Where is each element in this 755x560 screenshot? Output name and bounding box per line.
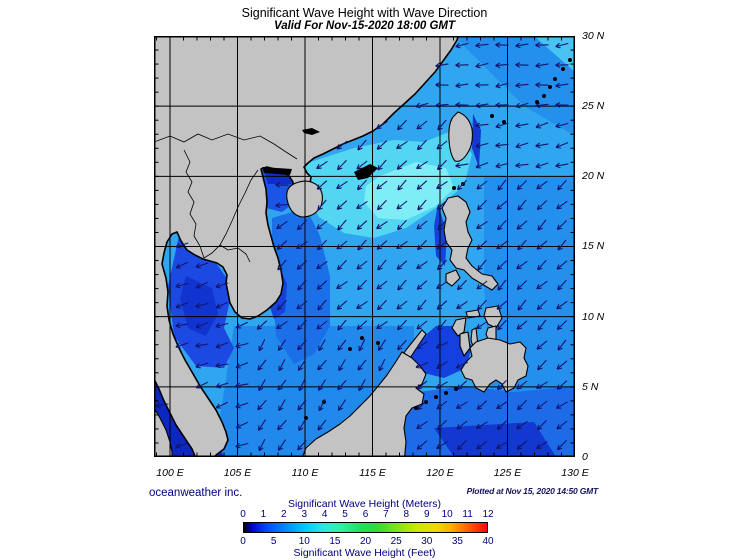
lon-label: 105 E	[223, 467, 252, 479]
chart-valid-time: Valid For Nov-15-2020 18:00 GMT	[273, 20, 456, 32]
colorbar-tick: 30	[421, 536, 433, 547]
map-border	[154, 36, 575, 457]
lon-label: 120 E	[426, 467, 454, 479]
colorbar-gradient	[243, 522, 488, 533]
colorbar-tick: 40	[482, 536, 494, 547]
lat-label: 10 N	[582, 310, 605, 323]
colorbar-tick: 5	[270, 536, 277, 547]
colorbar-tick: 35	[451, 536, 463, 547]
colorbar-tick: 20	[359, 536, 372, 547]
colorbar-tick: 9	[423, 509, 430, 520]
lat-label: 25 N	[582, 100, 605, 113]
colorbar-feet-title: Significant Wave Height (Feet)	[293, 547, 436, 559]
latlon-grid	[154, 36, 575, 457]
lat-label: 0	[582, 450, 588, 463]
colorbar-tick: 8	[403, 509, 410, 520]
colorbar-tick: 5	[342, 509, 348, 520]
colorbar-tick: 25	[390, 536, 402, 547]
plotted-timestamp: Plotted at Nov 15, 2020 14:50 GMT	[466, 486, 599, 496]
credit-text: oceanweather inc.	[149, 487, 243, 499]
colorbar-tick: 12	[482, 509, 494, 520]
colorbar-tick: 10	[298, 536, 310, 547]
lon-label: 110 E	[291, 467, 319, 479]
colorbar-tick: 7	[383, 509, 389, 520]
colorbar-meters-title: Significant Wave Height (Meters)	[287, 498, 442, 510]
lat-label: 30 N	[582, 30, 605, 42]
colorbar-tick: 0	[240, 536, 246, 547]
colorbar-tick: 15	[329, 536, 341, 547]
lon-label: 125 E	[493, 467, 522, 479]
chart-title: Significant Wave Height with Wave Direct…	[241, 6, 488, 20]
colorbar-tick: 11	[462, 509, 473, 520]
colorbar-tick: 10	[441, 509, 453, 520]
colorbar-tick: 3	[301, 509, 308, 520]
lat-label: 5 N	[582, 380, 599, 393]
lat-label: 15 N	[582, 240, 605, 253]
land-layer	[154, 36, 572, 457]
lat-label: 20 N	[582, 170, 605, 183]
wave-height-map	[154, 36, 575, 457]
colorbar-tick: 1	[260, 509, 267, 520]
country-borders	[154, 133, 298, 263]
colorbar-tick: 0	[240, 509, 246, 520]
colorbar-tick: 2	[281, 509, 287, 520]
colorbar-tick: 6	[362, 509, 369, 520]
lon-label: 130 E	[561, 467, 589, 479]
lon-label: 115 E	[359, 467, 386, 479]
wave-direction-arrows	[155, 42, 569, 452]
colorbar-tick: 4	[321, 509, 328, 520]
lon-label: 100 E	[156, 467, 184, 479]
